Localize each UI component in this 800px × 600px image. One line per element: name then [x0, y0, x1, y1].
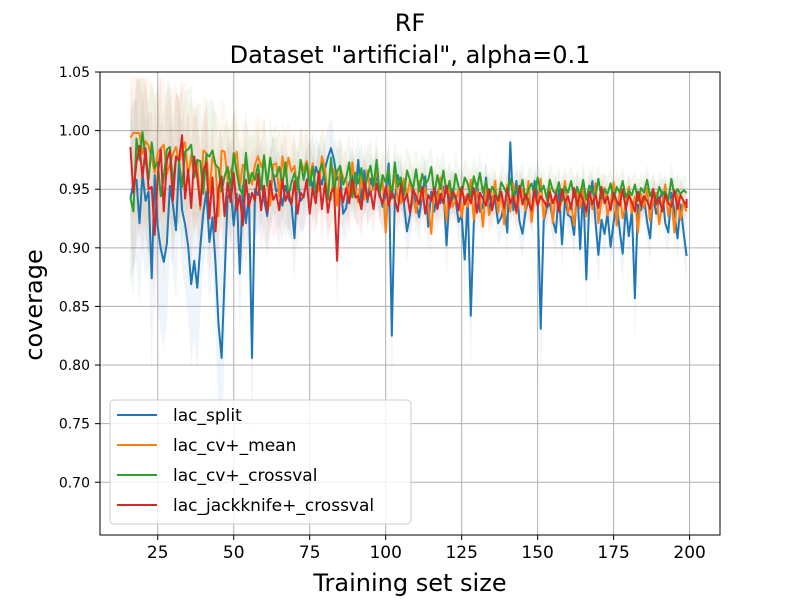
- legend-box: [109, 399, 412, 525]
- y-tick-label: 0.85: [59, 299, 90, 315]
- series-band-lac_jackknife+_crossval: [130, 77, 687, 316]
- y-axis-ticks: 0.70 0.75 0.80 0.85 0.90 0.95 1.00 1.05: [59, 65, 100, 491]
- y-tick-label: 1.05: [59, 65, 90, 81]
- y-tick-label: 0.80: [59, 358, 90, 374]
- legend-label: lac_jackknife+_crossval: [173, 496, 374, 516]
- x-tick-label: 75: [299, 543, 321, 563]
- y-tick-label: 0.70: [59, 475, 90, 491]
- chart-title: RF: [395, 9, 425, 37]
- x-tick-label: 175: [597, 543, 629, 563]
- y-axis-label: coverage: [20, 249, 48, 360]
- x-axis-label: Training set size: [312, 569, 506, 597]
- x-tick-label: 25: [147, 543, 169, 563]
- legend-label: lac_cv+_mean: [173, 436, 296, 456]
- legend: lac_split lac_cv+_mean lac_cv+_crossvallac…: [109, 399, 412, 525]
- y-tick-label: 0.75: [59, 417, 90, 433]
- series-lines: [129, 130, 688, 359]
- series-line-lac_cv+_mean: [129, 132, 688, 235]
- chart-subtitle: Dataset "artificial", alpha=0.1: [230, 41, 591, 69]
- x-tick-label: 150: [521, 543, 553, 563]
- legend-label: lac_split: [173, 406, 242, 426]
- series-line-lac_jackknife+_crossval: [129, 134, 688, 262]
- x-tick-label: 125: [445, 543, 477, 563]
- y-tick-label: 1.00: [59, 124, 90, 140]
- x-tick-label: 100: [369, 543, 401, 563]
- x-tick-label: 50: [223, 543, 245, 563]
- y-tick-label: 0.95: [59, 182, 90, 198]
- x-axis-ticks: 25 50 75 100 125 150 175 200: [147, 535, 706, 563]
- plot-frame: [99, 71, 721, 536]
- y-tick-label: 0.90: [59, 241, 90, 257]
- x-tick-label: 200: [673, 543, 705, 563]
- legend-label: lac_cv+_crossval: [173, 466, 317, 486]
